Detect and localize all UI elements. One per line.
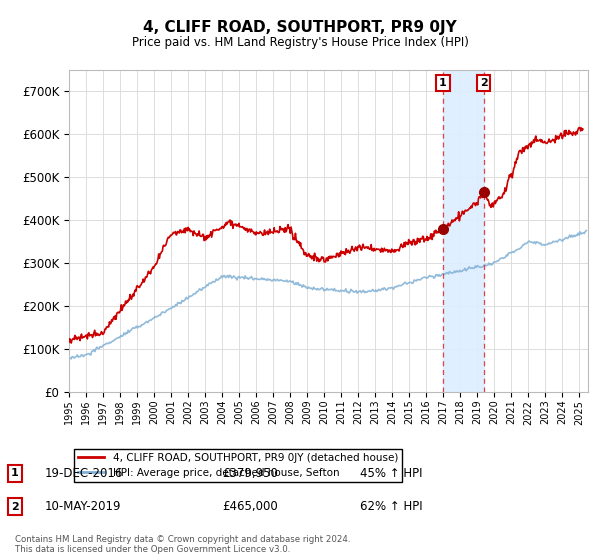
Text: 1: 1 xyxy=(11,468,19,478)
Text: Price paid vs. HM Land Registry's House Price Index (HPI): Price paid vs. HM Land Registry's House … xyxy=(131,36,469,49)
Text: 62% ↑ HPI: 62% ↑ HPI xyxy=(360,500,422,514)
Text: Contains HM Land Registry data © Crown copyright and database right 2024.
This d: Contains HM Land Registry data © Crown c… xyxy=(15,535,350,554)
Text: 45% ↑ HPI: 45% ↑ HPI xyxy=(360,466,422,480)
Text: 1: 1 xyxy=(439,78,447,88)
Text: 10-MAY-2019: 10-MAY-2019 xyxy=(45,500,121,514)
Text: 2: 2 xyxy=(11,502,19,512)
Text: 2: 2 xyxy=(480,78,488,88)
Text: £465,000: £465,000 xyxy=(222,500,278,514)
Text: £379,950: £379,950 xyxy=(222,466,278,480)
Legend: 4, CLIFF ROAD, SOUTHPORT, PR9 0JY (detached house), HPI: Average price, detached: 4, CLIFF ROAD, SOUTHPORT, PR9 0JY (detac… xyxy=(74,449,402,482)
Bar xyxy=(443,70,484,392)
Text: 4, CLIFF ROAD, SOUTHPORT, PR9 0JY: 4, CLIFF ROAD, SOUTHPORT, PR9 0JY xyxy=(143,20,457,35)
Text: 19-DEC-2016: 19-DEC-2016 xyxy=(45,466,124,480)
